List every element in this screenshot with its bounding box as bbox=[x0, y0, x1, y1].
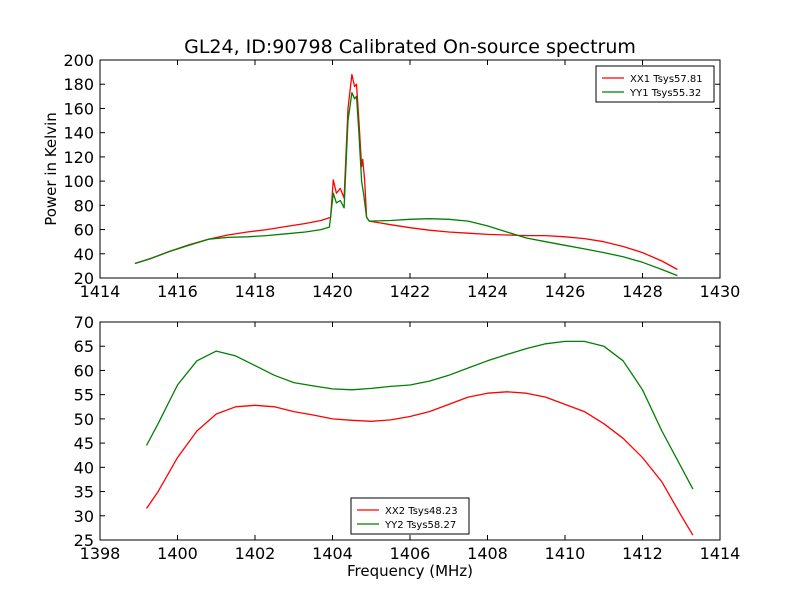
x-axis-label: Frequency (MHz) bbox=[347, 562, 473, 580]
x-tick-label: 1418 bbox=[235, 282, 276, 301]
series-line-0-0 bbox=[134, 73, 678, 271]
x-tick-label: 1422 bbox=[390, 282, 431, 301]
y-tick-label: 30 bbox=[74, 507, 94, 526]
series-line-0-1 bbox=[134, 92, 678, 277]
bottom-spectrum-plot: 1398 1400 1402 1404 1406 1408 1410 1412 1414 25 30… bbox=[74, 313, 741, 580]
y-tick-label: 25 bbox=[74, 531, 94, 550]
x-tick-label: 1416 bbox=[157, 282, 198, 301]
y-axis-label: Power in Kelvin bbox=[42, 112, 60, 226]
series-line-1-0 bbox=[145, 391, 694, 536]
y-tick-label: 35 bbox=[74, 483, 94, 502]
x-tick-label: 1402 bbox=[235, 544, 276, 563]
x-tick-label: 1410 bbox=[545, 544, 586, 563]
x-tick-label: 1414 bbox=[700, 544, 741, 563]
legend: XX2 Tsys48.23 YY2 Tsys58.27 bbox=[350, 497, 470, 535]
y-tick-label: 45 bbox=[74, 434, 94, 453]
x-tick-label: 1428 bbox=[622, 282, 663, 301]
y-tick-label: 140 bbox=[63, 124, 94, 143]
x-tick-label: 1398 bbox=[80, 544, 121, 563]
y-tick-label: 180 bbox=[63, 75, 94, 94]
legend-entry: YY1 Tsys55.32 bbox=[629, 88, 701, 99]
y-tick-label: 50 bbox=[74, 410, 94, 429]
y-tick-label: 40 bbox=[74, 245, 94, 264]
y-tick-label: 160 bbox=[63, 99, 94, 118]
legend-box bbox=[350, 497, 470, 535]
y-tick-label: 120 bbox=[63, 148, 94, 167]
y-tick-label: 65 bbox=[74, 337, 94, 356]
top-spectrum-plot: 1414 1416 1418 1420 1422 1424 1426 1428 1430 20 40… bbox=[42, 51, 740, 301]
legend-entry: YY2 Tsys58.27 bbox=[384, 520, 456, 531]
legend-entry: XX2 Tsys48.23 bbox=[385, 506, 458, 517]
y-tick-label: 200 bbox=[63, 51, 94, 70]
x-tick-label: 1424 bbox=[467, 282, 508, 301]
y-tick-label: 60 bbox=[74, 221, 94, 240]
x-tick-label: 1412 bbox=[622, 544, 663, 563]
series-line-1-1 bbox=[145, 340, 694, 490]
x-tick-label: 1406 bbox=[390, 544, 431, 563]
y-tick-label: 40 bbox=[74, 458, 94, 477]
y-tick-label: 70 bbox=[74, 313, 94, 332]
x-tick-label: 1420 bbox=[312, 282, 353, 301]
y-tick-label: 55 bbox=[74, 386, 94, 405]
y-tick-label: 100 bbox=[63, 172, 94, 191]
x-tick-label: 1414 bbox=[80, 282, 121, 301]
x-tick-label: 1400 bbox=[157, 544, 198, 563]
legend-entry: XX1 Tsys57.81 bbox=[630, 74, 703, 85]
x-tick-label: 1408 bbox=[467, 544, 508, 563]
figure-title: GL24, ID:90798 Calibrated On-source spec… bbox=[184, 36, 636, 58]
y-tick-label: 60 bbox=[74, 361, 94, 380]
x-tick-label: 1404 bbox=[312, 544, 353, 563]
legend: XX1 Tsys57.81 YY1 Tsys55.32 bbox=[595, 65, 715, 103]
x-tick-label: 1426 bbox=[545, 282, 586, 301]
y-tick-label: 20 bbox=[74, 269, 94, 288]
y-tick-label: 80 bbox=[74, 196, 94, 215]
x-tick-label: 1430 bbox=[700, 282, 741, 301]
legend-box bbox=[595, 65, 715, 103]
